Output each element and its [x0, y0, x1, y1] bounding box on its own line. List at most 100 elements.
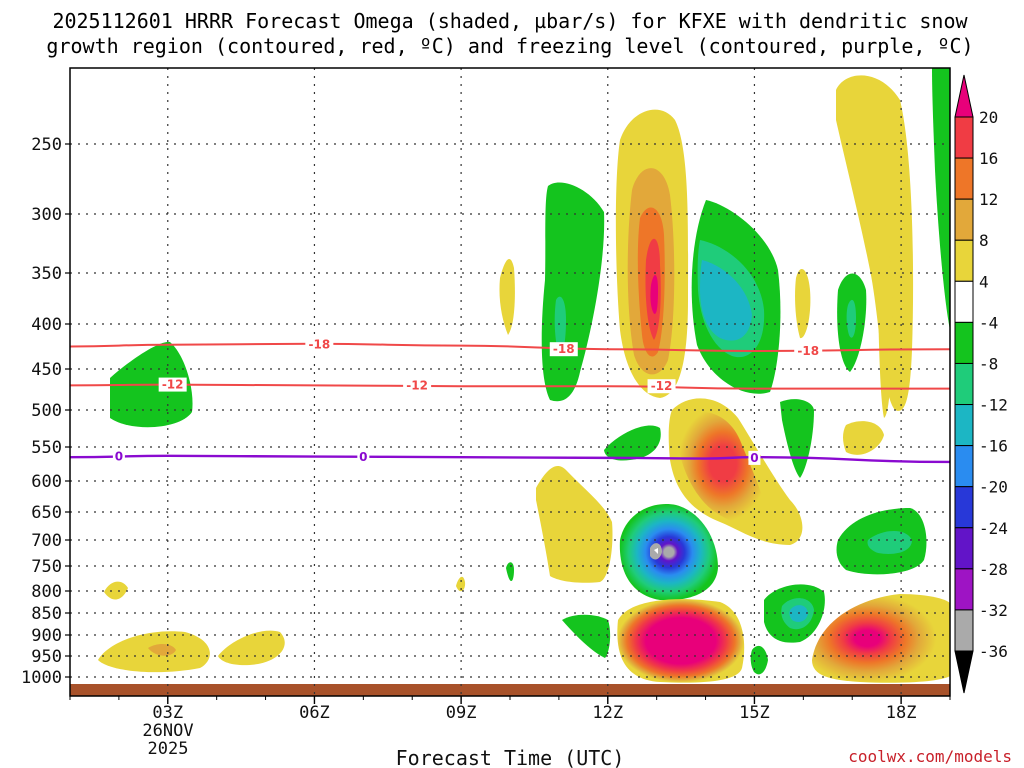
omega-area-magenta-upper: [650, 274, 658, 314]
colorbar-box: [954, 157, 974, 200]
colorbar-label: 20: [979, 108, 998, 127]
colorbar-label: -32: [979, 601, 1008, 620]
contour-label: -18: [797, 344, 819, 358]
x-tick-label: 15Z: [739, 703, 770, 723]
colorbar-box: [954, 609, 974, 652]
colorbar-label: 16: [979, 149, 998, 168]
contour-label: -18: [308, 338, 330, 352]
contour-label: -12: [651, 379, 673, 393]
colorbar-box: [954, 362, 974, 406]
x-axis-label: Forecast Time (UTC): [396, 746, 625, 768]
y-tick-label: 400: [31, 315, 62, 335]
omega-area-yellow-thin: [499, 259, 515, 335]
contour-labels: -18 -18 -18 -12 -12 -12 0 0 0: [112, 337, 823, 465]
y-tick-label: 1000: [21, 668, 62, 688]
contour-label-bg: [794, 344, 823, 358]
y-tick-label: 800: [31, 582, 62, 602]
contour-label: -12: [406, 378, 428, 392]
chart-title-line1: 2025112601 HRRR Forecast Omega (shaded, …: [52, 9, 968, 33]
y-tick-label: 550: [31, 438, 62, 458]
colorbar-label: 4: [979, 272, 989, 291]
contour-label: -12: [162, 378, 184, 392]
omega-area-lower-boundary: [70, 684, 950, 696]
colorbar-arrow-bottom: [954, 650, 974, 694]
colorbar-box: [954, 486, 974, 529]
colorbar-box: [954, 445, 974, 488]
colorbar-label: 12: [979, 190, 998, 209]
contour-label-bg: [549, 342, 578, 357]
temperature-contours: [70, 342, 950, 464]
contour-label-bg: [112, 449, 125, 464]
colorbar-box: [954, 527, 974, 570]
omega-area-yellow-small2: [843, 421, 884, 455]
omega-shading: [70, 68, 950, 696]
contour-label: 0: [115, 450, 123, 464]
omega-area-green-dot: [506, 562, 514, 582]
colorbar-label: -8: [979, 354, 998, 373]
omega-area-yellow-mid-left: [536, 466, 613, 583]
omega-area-green-edge: [932, 68, 950, 330]
omega-area-yellow-tall-east: [836, 75, 914, 411]
colorbar-box: [954, 321, 974, 364]
contour-label: 0: [359, 450, 367, 464]
y-axis: 2503003504004505005506006507007508008509…: [21, 135, 70, 688]
omega-area-orange-sw: [148, 644, 176, 656]
colorbar-box: [954, 280, 974, 323]
omega-area-yellow-small1: [795, 268, 811, 339]
colorbar-box: [954, 198, 974, 241]
source-credit: coolwx.com/models: [848, 747, 1012, 766]
colorbar-label: -36: [979, 642, 1008, 661]
omega-area-mid-gradient: [678, 411, 768, 528]
omega-area-yellow-tall-east-lower: [878, 200, 893, 418]
contour-label-bg: [305, 337, 334, 352]
contour-label: 0: [750, 451, 758, 465]
omega-area-yellow-dot1: [104, 581, 128, 600]
y-tick-label: 950: [31, 647, 62, 667]
omega-area-surface-main: [617, 599, 745, 683]
y-tick-label: 450: [31, 360, 62, 380]
colorbar-label: -20: [979, 478, 1008, 497]
omega-area-green-sw2: [562, 614, 611, 658]
y-tick-label: 650: [31, 503, 62, 523]
omega-area-surface-right: [812, 594, 950, 683]
contour-label-bg: [403, 378, 432, 393]
contour-line-minus18: [70, 342, 950, 353]
omega-area-descent-core: [619, 504, 718, 601]
chart-title-line2: growth region (contoured, red, ºC) and f…: [46, 34, 973, 58]
colorbar-box: [954, 116, 974, 159]
x-axis: 03Z 06Z 09Z 12Z 15Z 18Z: [69, 696, 951, 723]
colorbar-label: -16: [979, 437, 1008, 456]
omega-area-teal-small: [846, 299, 856, 338]
y-tick-label: 700: [31, 531, 62, 551]
colorbar-label: -12: [979, 396, 1008, 415]
colorbar-box: [954, 404, 974, 447]
contour-label-bg: [158, 377, 187, 392]
y-tick-label: 350: [31, 264, 62, 284]
omega-area-cyan-east: [700, 260, 752, 341]
contour-line-minus12: [70, 383, 950, 390]
y-tick-label: 500: [31, 401, 62, 421]
omega-area-green-narrow: [780, 399, 814, 478]
y-tick-label: 300: [31, 205, 62, 225]
omega-area-green-small-low: [750, 645, 768, 675]
colorbar-label: 8: [979, 231, 989, 250]
y-tick-label: 850: [31, 604, 62, 624]
x-tick-label: 09Z: [446, 703, 477, 723]
date-label-day: 26NOV: [142, 721, 193, 741]
omega-area-green-mid: [604, 425, 661, 461]
x-tick-label: 06Z: [299, 703, 330, 723]
y-tick-label: 600: [31, 472, 62, 492]
colorbar-label: -4: [979, 313, 998, 332]
y-tick-label: 750: [31, 557, 62, 577]
omega-area-teal-upper: [554, 296, 566, 355]
contour-label-bg: [357, 450, 370, 465]
contour-line-freezing: [70, 454, 950, 464]
contour-label-bg: [748, 450, 761, 465]
colorbar-box: [954, 239, 974, 282]
colorbar-arrow-top: [954, 74, 974, 118]
x-tick-label: 03Z: [152, 703, 183, 723]
x-tick-label: 18Z: [886, 703, 917, 723]
y-tick-label: 900: [31, 626, 62, 646]
omega-area-gray-core-dot: [654, 548, 658, 554]
